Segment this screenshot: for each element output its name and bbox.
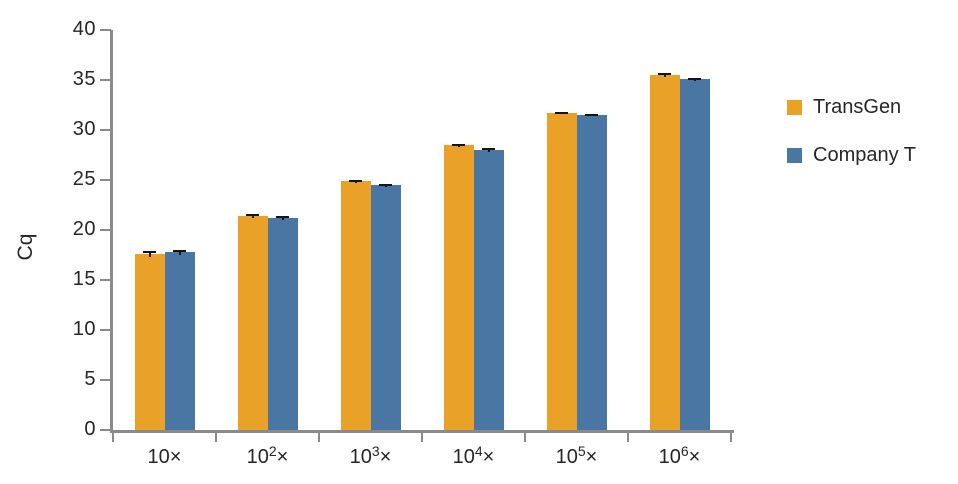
y-tick-mark	[100, 329, 111, 331]
x-tick-mark	[215, 430, 217, 442]
bar-company-t	[576, 115, 607, 430]
error-bar-whisker	[693, 77, 696, 81]
bar-transgen	[134, 254, 165, 430]
legend-label-transgen: TransGen	[813, 95, 902, 118]
bar-company-t	[267, 218, 298, 430]
y-axis-line	[110, 30, 113, 433]
y-tick-mark	[100, 429, 111, 431]
bar-transgen	[649, 75, 680, 430]
y-tick-mark	[100, 129, 111, 131]
y-tick-label: 10	[72, 318, 96, 340]
x-category-exponent: 5	[577, 443, 586, 459]
y-tick-mark	[100, 79, 111, 81]
legend: TransGen Company T	[787, 95, 917, 194]
x-tick-mark	[730, 430, 732, 442]
x-tick-mark	[627, 430, 629, 442]
error-bar-whisker	[281, 216, 284, 220]
bar-company-t	[679, 79, 710, 430]
error-bar-whisker	[457, 143, 460, 147]
y-tick-label: 40	[72, 18, 96, 40]
legend-item-transgen: TransGen	[787, 95, 916, 118]
x-category-label: 103×	[349, 443, 392, 468]
legend-swatch-transgen	[787, 99, 802, 115]
error-bar-whisker	[354, 179, 357, 183]
legend-label-company-t: Company T	[813, 143, 917, 166]
x-category-label: 104×	[452, 443, 495, 468]
y-axis-title: Cq	[14, 233, 37, 261]
error-bar-whisker	[487, 148, 490, 152]
error-bar-whisker	[590, 114, 593, 116]
y-tick-mark	[100, 229, 111, 231]
x-tick-mark	[112, 430, 114, 442]
y-tick-mark	[100, 379, 111, 381]
x-category-exponent: 2	[268, 443, 277, 459]
x-category-exponent: 4	[474, 443, 483, 459]
error-bar-whisker	[384, 183, 387, 187]
bar-transgen	[443, 145, 474, 430]
y-tick-mark	[100, 179, 111, 181]
error-bar-whisker	[560, 112, 563, 114]
legend-item-company-t: Company T	[787, 143, 917, 166]
bar-transgen	[340, 181, 371, 430]
y-tick-label: 35	[72, 68, 96, 90]
x-category-exponent: 6	[680, 443, 689, 459]
bar-transgen	[546, 113, 577, 430]
y-tick-label: 5	[84, 368, 96, 390]
x-tick-mark	[524, 430, 526, 442]
error-bar-whisker	[663, 73, 666, 77]
x-category-label: 102×	[246, 443, 289, 468]
legend-swatch-company-t	[787, 147, 802, 163]
error-bar-whisker	[148, 251, 151, 257]
bar-company-t	[164, 252, 195, 430]
y-tick-label: 15	[72, 268, 96, 290]
y-tick-label: 25	[72, 168, 96, 190]
y-tick-label: 20	[72, 218, 96, 240]
bar-transgen	[237, 216, 268, 430]
x-category-label: 106×	[658, 443, 701, 468]
y-tick-label: 30	[72, 118, 96, 140]
y-tick-mark	[100, 279, 111, 281]
bar-company-t	[473, 150, 504, 430]
error-bar-whisker	[251, 214, 254, 218]
x-tick-mark	[421, 430, 423, 442]
y-tick-mark	[100, 29, 111, 31]
x-tick-mark	[318, 430, 320, 442]
x-category-label: 10×	[147, 446, 182, 468]
y-tick-label: 0	[84, 418, 96, 440]
error-bar-whisker	[178, 249, 181, 255]
bar-company-t	[370, 185, 401, 430]
x-category-exponent: 3	[371, 443, 380, 459]
x-category-label: 105×	[555, 443, 598, 468]
